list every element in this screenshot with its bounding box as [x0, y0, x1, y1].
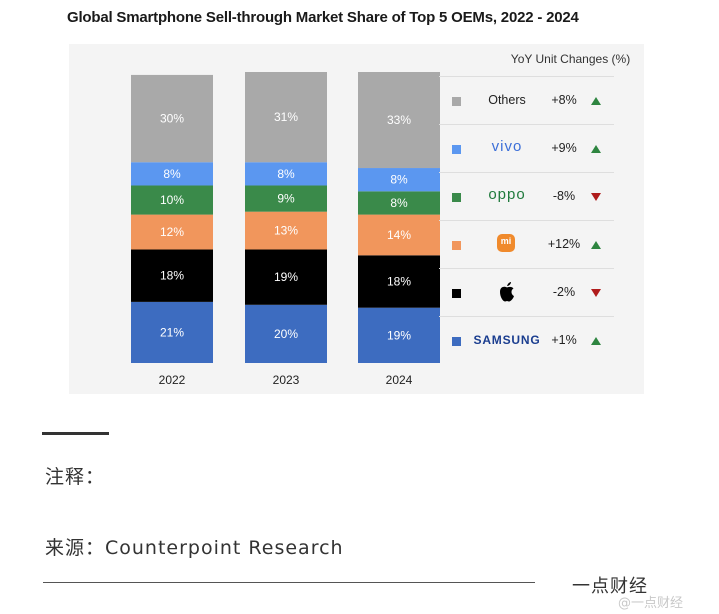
bar-segment-others-2022	[131, 74, 213, 163]
bar-value-label: 9%	[277, 192, 295, 206]
trend-up-icon	[591, 97, 601, 105]
bar-value-label: 19%	[387, 328, 411, 342]
bar-value-label: 14%	[387, 228, 411, 242]
bar-segment-apple-2022	[131, 249, 213, 302]
x-tick-label: 2024	[386, 373, 413, 387]
bar-value-label: 20%	[274, 327, 298, 341]
legend-change-oppo: -8%	[552, 189, 576, 203]
legend-swatch-samsung	[452, 337, 461, 346]
legend-swatch-others	[452, 97, 461, 106]
bar-value-label: 21%	[160, 325, 184, 339]
note-label: 注释：	[45, 466, 106, 488]
bar-value-label: 13%	[274, 224, 298, 238]
legend-swatch-xiaomi	[452, 241, 461, 250]
bar-segment-samsung-2023	[245, 304, 327, 363]
bar-segment-oppo-2022	[131, 185, 213, 215]
legend-row-xiaomi: mi +12%	[439, 220, 614, 269]
footer-brand: 一点财经	[572, 576, 648, 597]
stacked-bar-chart: 21% 18% 12% 10% 8% 30% 2022 20% 19% 13% 9% 8% 31% 202…	[131, 72, 440, 387]
bar-segment-vivo-2023	[245, 162, 327, 186]
watermark: @一点财经	[618, 596, 684, 611]
legend-row-samsung: SAMSUNG +1%	[439, 316, 614, 365]
section-divider	[42, 432, 109, 435]
legend-swatch-vivo	[452, 145, 461, 154]
trend-down-icon	[591, 289, 601, 297]
chart-title: Global Smartphone Sell-through Market Sh…	[67, 9, 579, 26]
bar-segment-samsung-2024	[358, 307, 440, 363]
x-tick-label: 2022	[159, 373, 186, 387]
bar-value-label: 31%	[274, 110, 298, 124]
legend-header: YoY Unit Changes (%)	[510, 52, 631, 66]
bar-segment-xiaomi-2022	[131, 214, 213, 250]
legend-row-others: Others +8%	[439, 76, 614, 125]
chart-card: Global Smartphone Sell-through Market Sh…	[43, 0, 655, 400]
legend-change-vivo: +9%	[551, 141, 577, 155]
bar-segment-others-2024	[358, 72, 440, 169]
bar-value-label: 12%	[160, 225, 184, 239]
bar-segment-vivo-2024	[358, 168, 440, 192]
trend-up-icon	[591, 241, 601, 249]
legend-row-apple: -2%	[439, 268, 614, 317]
trend-up-icon	[591, 337, 601, 345]
legend-row-vivo: vivo +9%	[439, 124, 614, 173]
bar-value-label: 30%	[160, 112, 184, 126]
legend-swatch-oppo	[452, 193, 461, 202]
bar-segment-vivo-2022	[131, 162, 213, 186]
xiaomi-logo-icon: mi	[497, 234, 515, 252]
oppo-logo: oppo	[488, 186, 526, 203]
legend-change-apple: -2%	[552, 285, 576, 299]
bar-value-label: 8%	[277, 167, 295, 181]
footer-divider	[43, 582, 535, 583]
bar-value-label: 18%	[387, 275, 411, 289]
bar-value-label: 19%	[274, 270, 298, 284]
xiaomi-logo-text: mi	[500, 236, 512, 246]
vivo-logo: vivo	[491, 138, 523, 155]
bar-segment-apple-2024	[358, 255, 440, 308]
trend-up-icon	[591, 145, 601, 153]
legend-change-samsung: +1%	[551, 333, 577, 347]
legend-row-oppo: oppo -8%	[439, 172, 614, 221]
bar-segment-oppo-2023	[245, 185, 327, 212]
bar-value-label: 8%	[163, 167, 181, 181]
trend-down-icon	[591, 193, 601, 201]
bar-value-label: 10%	[160, 193, 184, 207]
legend-change-xiaomi: +12%	[547, 237, 581, 251]
bar-segment-samsung-2022	[131, 301, 213, 363]
apple-logo-icon	[500, 282, 514, 302]
legend-change-others: +8%	[551, 93, 577, 107]
legend-label-others: Others	[488, 93, 526, 107]
x-tick-label: 2023	[273, 373, 300, 387]
bar-value-label: 8%	[390, 173, 408, 187]
bar-value-label: 33%	[387, 113, 411, 127]
bar-segment-others-2023	[245, 72, 327, 163]
samsung-logo: SAMSUNG	[473, 333, 541, 347]
source-label: 来源：Counterpoint Research	[45, 537, 344, 559]
legend-swatch-apple	[452, 289, 461, 298]
bar-value-label: 8%	[390, 196, 408, 210]
bar-segment-xiaomi-2024	[358, 214, 440, 256]
bar-value-label: 18%	[160, 269, 184, 283]
bar-segment-oppo-2024	[358, 191, 440, 215]
bar-segment-xiaomi-2023	[245, 211, 327, 250]
bar-segment-apple-2023	[245, 249, 327, 305]
